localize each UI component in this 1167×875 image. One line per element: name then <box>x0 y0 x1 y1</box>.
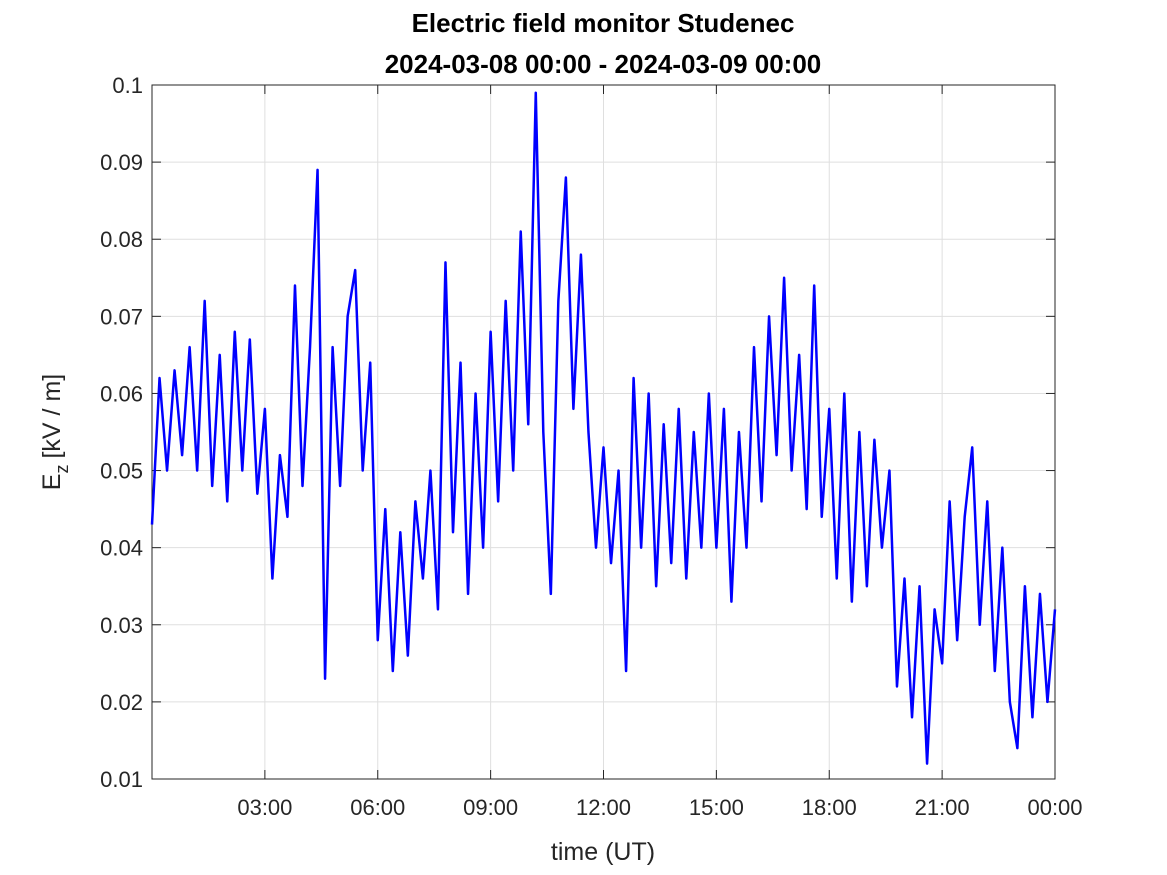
y-tick-label: 0.1 <box>112 73 143 98</box>
x-tick-label: 15:00 <box>689 795 744 820</box>
y-tick-label: 0.05 <box>100 459 143 484</box>
y-tick-label: 0.09 <box>100 150 143 175</box>
plot-frame <box>151 84 1056 780</box>
y-tick-label: 0.03 <box>100 613 143 638</box>
x-tick-label: 06:00 <box>350 795 405 820</box>
x-tick-label: 18:00 <box>802 795 857 820</box>
x-tick-label: 12:00 <box>576 795 631 820</box>
y-label-base: E <box>38 474 66 491</box>
y-tick-label: 0.08 <box>100 227 143 252</box>
x-tick-label: 00:00 <box>1027 795 1082 820</box>
chart-subtitle: 2024-03-08 00:00 - 2024-03-09 00:00 <box>385 49 822 79</box>
y-tick-label: 0.06 <box>100 381 143 406</box>
y-tick-label: 0.02 <box>100 690 143 715</box>
y-label-sub: z <box>52 465 72 474</box>
y-tick-label: 0.04 <box>100 536 143 561</box>
x-tick-label: 21:00 <box>915 795 970 820</box>
y-tick-label: 0.07 <box>100 304 143 329</box>
y-tick-label: 0.01 <box>100 767 143 792</box>
chart-title: Electric field monitor Studenec <box>412 8 795 38</box>
data-line <box>150 91 1057 765</box>
y-label-rest: [kV / m] <box>38 374 66 459</box>
y-axis-label: Ez [kV / m] <box>38 374 72 490</box>
x-axis-label: time (UT) <box>551 838 655 866</box>
x-tick-label: 09:00 <box>463 795 518 820</box>
x-tick-label: 03:00 <box>237 795 292 820</box>
